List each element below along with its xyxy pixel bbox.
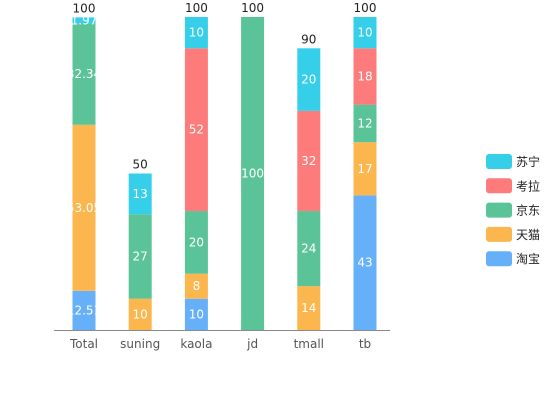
segment-value-label: 52 (189, 123, 204, 137)
bar-segment (184, 17, 208, 49)
legend-label: 天猫 (516, 228, 540, 242)
total-labels-group: 100 50 100 100 90 100 (73, 1, 377, 172)
segment-value-label: 43 (357, 256, 372, 270)
bar-segment (72, 124, 96, 291)
bar-total-label: 100 (185, 1, 208, 15)
legend-swatch (486, 154, 512, 169)
segment-labels-group: 12.51 53.05 32.34 1.97 10 27 13 10 8 20 52 10 100 14 2… (67, 13, 373, 321)
bar-segment (297, 110, 321, 212)
segment-value-label: 14 (301, 301, 316, 315)
bar-segment (353, 48, 377, 105)
bar-segment (184, 48, 208, 212)
segment-value-label: 12 (357, 116, 372, 130)
segment-value-label: 27 (133, 249, 148, 263)
x-tick-label: kaola (180, 337, 212, 351)
segment-value-label: 20 (189, 235, 204, 249)
segment-value-label: 17 (357, 162, 372, 176)
bar-segment (297, 286, 321, 330)
bar-total-label: 100 (73, 1, 96, 15)
bars-group (72, 17, 377, 330)
bar-segment (241, 17, 265, 330)
x-tick-label: tmall (294, 337, 324, 351)
bar-segment (184, 298, 208, 330)
legend-swatch (486, 178, 512, 194)
segment-value-label: 32.34 (67, 67, 101, 81)
bar-total-label: 100 (354, 1, 377, 15)
x-tick-label: suning (120, 337, 160, 351)
segment-value-label: 1.97 (71, 13, 98, 27)
segment-value-label: 24 (301, 242, 316, 256)
bar-segment (72, 23, 96, 125)
segment-value-label: 20 (301, 73, 316, 87)
bar-segment (353, 17, 377, 49)
legend-label: 京东 (516, 204, 540, 218)
segment-value-label: 53.05 (67, 201, 101, 215)
segment-value-label: 10 (189, 307, 204, 321)
bar-segment (297, 48, 321, 111)
bar-total-label: 50 (133, 158, 148, 172)
bar-segment (72, 290, 96, 330)
segment-value-label: 12.51 (67, 303, 101, 317)
bar-segment (297, 211, 321, 287)
segment-value-label: 32 (301, 154, 316, 168)
bar-total-label: 90 (301, 32, 316, 46)
bar-segment (353, 104, 377, 143)
segment-value-label: 10 (189, 26, 204, 40)
bar-segment (184, 211, 208, 274)
segment-value-label: 8 (193, 279, 201, 293)
x-tick-label: tb (359, 337, 371, 351)
legend-swatch (486, 202, 512, 218)
x-tick-labels-group: Total suning kaola jd tmall tb (69, 337, 371, 351)
segment-value-label: 10 (357, 26, 372, 40)
bar-segment (184, 273, 208, 299)
bar-total-label: 100 (241, 1, 264, 15)
x-tick-label: Total (69, 337, 98, 351)
bar-segment (128, 214, 152, 299)
legend-label: 苏宁 (516, 154, 540, 169)
legend-label: 考拉 (516, 178, 540, 193)
segment-value-label: 13 (133, 187, 148, 201)
x-tick-label: jd (246, 337, 258, 351)
segment-value-label: 100 (241, 167, 264, 181)
legend-label: 淘宝 (516, 252, 540, 266)
bar-segment (128, 298, 152, 330)
legend-swatch (486, 251, 512, 267)
segment-value-label: 10 (133, 307, 148, 321)
bar-segment (353, 195, 377, 330)
bar-segment (128, 173, 152, 215)
segment-value-label: 18 (357, 69, 372, 83)
legend-swatch (486, 226, 512, 242)
bar-segment (353, 142, 377, 196)
bar-segment (72, 17, 96, 24)
